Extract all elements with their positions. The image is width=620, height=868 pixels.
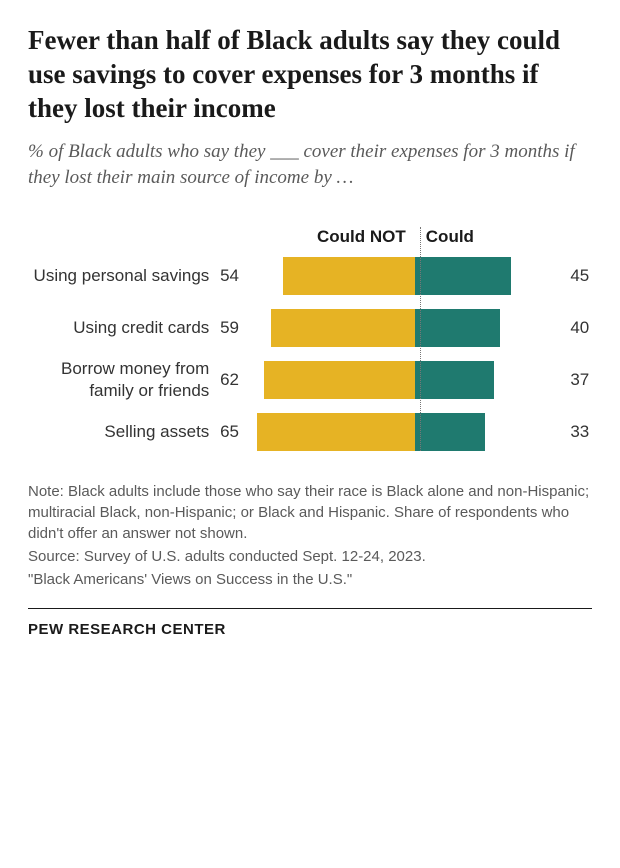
footer-divider: [28, 608, 592, 609]
left-bar-area: [247, 257, 415, 295]
left-bar-area: [247, 413, 415, 451]
bar-could: [415, 309, 501, 347]
chart-source: Source: Survey of U.S. adults conducted …: [28, 546, 592, 567]
bar-could-not: [257, 413, 415, 451]
right-bar-area: [415, 361, 563, 399]
value-could-not: 59: [217, 318, 247, 338]
bar-could: [415, 257, 511, 295]
value-could-not: 54: [217, 266, 247, 286]
chart-row: Using credit cards59 40: [28, 309, 592, 347]
center-axis: [420, 227, 421, 451]
chart-row: Selling assets65 33: [28, 413, 592, 451]
chart-rows: Using personal savings54 45 Using credit c…: [28, 257, 592, 451]
chart-row: Borrow money from family or friends62 37: [28, 361, 592, 399]
row-label: Using personal savings: [28, 265, 217, 286]
value-could: 33: [562, 422, 592, 442]
chart-row: Using personal savings54 45: [28, 257, 592, 295]
value-could: 40: [562, 318, 592, 338]
right-bar-area: [415, 413, 563, 451]
value-could: 45: [562, 266, 592, 286]
right-bar-area: [415, 309, 563, 347]
bar-could-not: [283, 257, 414, 295]
right-bar-area: [415, 257, 563, 295]
chart-title: Fewer than half of Black adults say they…: [28, 24, 592, 125]
bar-could: [415, 413, 486, 451]
value-could-not: 65: [217, 422, 247, 442]
row-label: Selling assets: [28, 421, 217, 442]
value-could-not: 62: [217, 370, 247, 390]
row-label: Using credit cards: [28, 317, 217, 338]
row-label: Borrow money from family or friends: [28, 358, 217, 401]
left-bar-area: [247, 361, 415, 399]
value-could: 37: [562, 370, 592, 390]
header-could-not: Could NOT: [220, 227, 416, 247]
diverging-bar-chart: Could NOT Could Using personal savings54…: [28, 227, 592, 451]
chart-note: Note: Black adults include those who say…: [28, 481, 592, 544]
bar-could: [415, 361, 494, 399]
left-bar-area: [247, 309, 415, 347]
bar-could-not: [271, 309, 414, 347]
bar-could-not: [264, 361, 415, 399]
chart-header-row: Could NOT Could: [28, 227, 592, 247]
chart-quote: "Black Americans' Views on Success in th…: [28, 569, 592, 590]
header-could: Could: [416, 227, 592, 247]
footer-brand: PEW RESEARCH CENTER: [28, 621, 592, 638]
chart-subtitle: % of Black adults who say they ___ cover…: [28, 139, 592, 190]
